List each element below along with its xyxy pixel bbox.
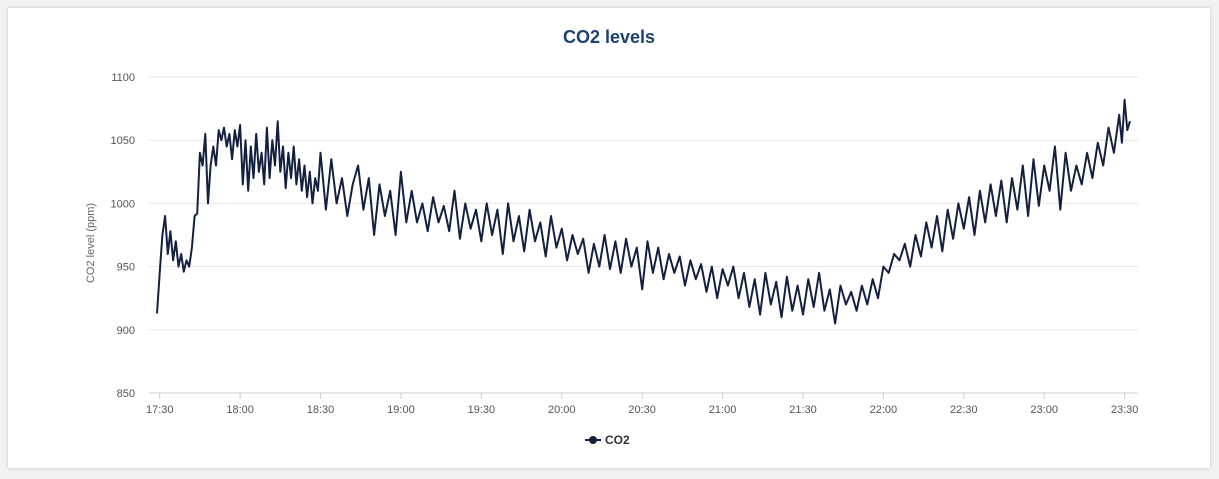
x-tick-label: 21:30 bbox=[789, 404, 817, 416]
y-axis-title: CO2 level (ppm) bbox=[85, 203, 97, 283]
co2-line-chart: 850 900 950 1000 1050 1100 17:30 18:00 18:30 19:… bbox=[85, 27, 1138, 447]
x-tick-label: 22:30 bbox=[950, 404, 978, 416]
y-tick-label: 1050 bbox=[111, 135, 135, 147]
x-tick-label: 19:00 bbox=[387, 404, 415, 416]
x-tick-label: 18:30 bbox=[307, 404, 335, 416]
x-tick-label: 22:00 bbox=[870, 404, 898, 416]
x-tick-label: 23:30 bbox=[1111, 404, 1139, 416]
legend-label-co2: CO2 bbox=[605, 433, 630, 447]
chart-card: 850 900 950 1000 1050 1100 17:30 18:00 18:30 19:… bbox=[8, 8, 1210, 468]
x-tick-label: 19:30 bbox=[468, 404, 496, 416]
x-axis: 17:30 18:00 18:30 19:00 19:30 20:00 20:30 21:00… bbox=[146, 393, 1138, 416]
x-tick-label: 20:00 bbox=[548, 404, 576, 416]
x-tick-label: 20:30 bbox=[628, 404, 656, 416]
chart-title: CO2 levels bbox=[563, 27, 655, 47]
x-tick-label: 17:30 bbox=[146, 404, 174, 416]
y-axis-ticks: 850 900 950 1000 1050 1100 bbox=[111, 72, 135, 400]
y-tick-label: 950 bbox=[117, 262, 135, 274]
y-tick-label: 850 bbox=[117, 388, 135, 400]
y-tick-label: 900 bbox=[117, 325, 135, 337]
y-tick-label: 1100 bbox=[111, 72, 135, 84]
legend[interactable]: CO2 bbox=[585, 433, 630, 447]
series-layer bbox=[156, 98, 1131, 325]
grid-lines bbox=[149, 76, 1138, 394]
x-tick-label: 21:00 bbox=[709, 404, 737, 416]
x-tick-label: 23:00 bbox=[1030, 404, 1058, 416]
series-line-co2[interactable] bbox=[156, 98, 1131, 325]
y-tick-label: 1000 bbox=[111, 198, 135, 210]
x-tick-label: 18:00 bbox=[226, 404, 254, 416]
legend-marker-co2 bbox=[589, 436, 597, 444]
